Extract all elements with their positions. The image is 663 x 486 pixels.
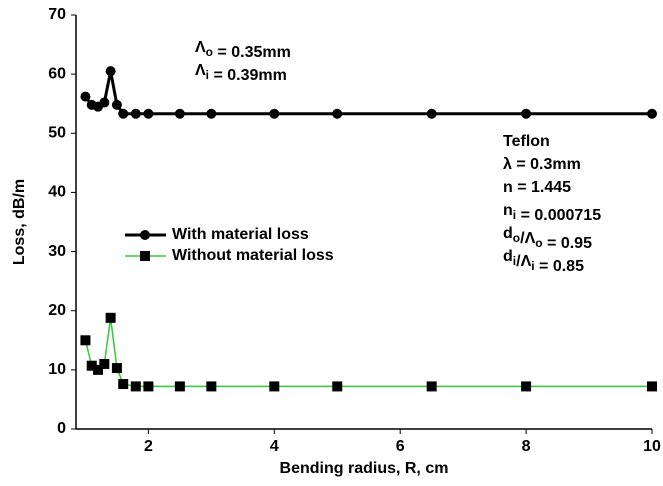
y-tick-label: 30 xyxy=(48,243,66,260)
annotation-subscript: o xyxy=(535,236,542,250)
data-point xyxy=(130,108,141,119)
x-tick-label: 6 xyxy=(396,438,405,455)
annotation: ni = 0.000715 xyxy=(503,202,601,224)
data-point xyxy=(269,381,280,392)
data-point xyxy=(105,312,116,323)
series-line xyxy=(84,317,652,388)
annotation-text: Λ xyxy=(195,62,206,79)
y-tick-label: 60 xyxy=(48,65,66,82)
data-point xyxy=(99,358,110,369)
x-tick-label: 8 xyxy=(522,438,531,455)
annotation: λ = 0.3mm xyxy=(503,156,581,173)
y-tick-label: 40 xyxy=(48,184,66,201)
annotation: Λi = 0.39mm xyxy=(195,62,287,84)
annotation: Teflon xyxy=(503,133,550,150)
x-tick-label: 10 xyxy=(643,438,661,455)
annotation-text: Teflon xyxy=(503,133,550,150)
data-point xyxy=(93,364,104,375)
x-tick-label: 2 xyxy=(144,438,153,455)
annotation: di/Λi = 0.85 xyxy=(503,248,584,275)
data-point xyxy=(80,91,91,102)
data-point xyxy=(332,381,343,392)
y-tick-label: 70 xyxy=(48,6,66,23)
annotation-text: Λ xyxy=(195,39,206,56)
data-point xyxy=(118,108,129,119)
annotation-text: = 0.95 xyxy=(543,235,592,252)
annotation-text: /Λ xyxy=(516,253,531,270)
annotation-subscript: o xyxy=(513,231,520,245)
y-tick-label: 20 xyxy=(48,302,66,319)
data-point xyxy=(111,363,122,374)
data-point xyxy=(86,360,97,371)
annotation-text: = 0.39mm xyxy=(209,67,287,84)
data-point xyxy=(206,108,217,119)
series-line xyxy=(84,70,652,116)
annotation-text: λ = 0.3mm xyxy=(503,156,581,173)
y-tick-label: 50 xyxy=(48,125,66,142)
data-point xyxy=(118,379,129,390)
annotation-subscript: o xyxy=(206,45,213,59)
data-point xyxy=(143,108,154,119)
data-point xyxy=(143,381,154,392)
data-point xyxy=(647,381,657,392)
annotation-text: d xyxy=(503,225,513,242)
annotation: do/Λo = 0.95 xyxy=(503,225,592,252)
data-point xyxy=(99,97,110,108)
annotation: n = 1.445 xyxy=(503,179,571,196)
annotation-text: /Λ xyxy=(520,230,535,247)
data-point xyxy=(206,381,217,392)
annotation-subscript: i xyxy=(531,259,534,273)
legend-marker xyxy=(140,251,150,261)
data-point xyxy=(332,108,343,119)
annotation-subscript: i xyxy=(206,68,209,82)
annotation-text: n = 1.445 xyxy=(503,179,571,196)
data-point xyxy=(647,108,657,119)
y-axis-label: Loss, dB/m xyxy=(11,179,28,265)
data-point xyxy=(105,66,116,77)
data-point xyxy=(174,108,185,119)
annotation: Λo = 0.35mm xyxy=(195,39,291,61)
data-point xyxy=(521,381,532,392)
annotation-text: = 0.000715 xyxy=(516,207,601,224)
data-point xyxy=(111,99,122,110)
y-tick-label: 0 xyxy=(57,420,66,437)
legend-label: Without material loss xyxy=(172,247,334,264)
data-point xyxy=(174,381,185,392)
data-point xyxy=(269,108,280,119)
legend-marker xyxy=(140,230,150,240)
x-axis-label: Bending radius, R, cm xyxy=(280,460,449,477)
x-tick-label: 4 xyxy=(270,438,279,455)
annotation-text: = 0.85 xyxy=(535,258,584,275)
data-point xyxy=(80,335,91,346)
annotation-subscript: i xyxy=(513,254,516,268)
annotation-text: d xyxy=(503,248,513,265)
data-point xyxy=(426,108,437,119)
annotation-text: = 0.35mm xyxy=(213,44,291,61)
annotation-text: n xyxy=(503,202,513,219)
y-tick-label: 10 xyxy=(48,361,66,378)
data-point xyxy=(426,381,437,392)
data-point xyxy=(521,108,532,119)
data-point xyxy=(130,381,141,392)
annotation-subscript: i xyxy=(513,208,516,222)
legend-label: With material loss xyxy=(172,226,309,243)
